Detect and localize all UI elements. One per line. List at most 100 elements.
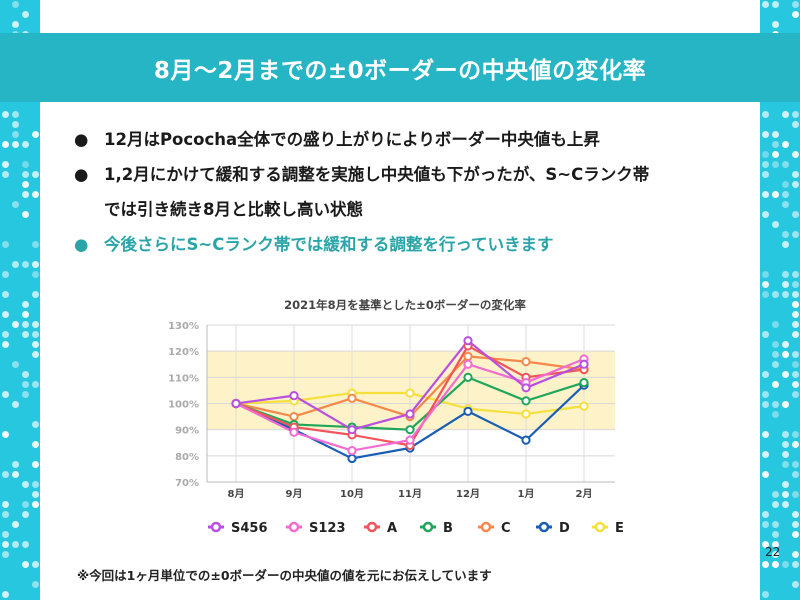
decor-dot bbox=[792, 321, 799, 328]
decor-dot bbox=[792, 271, 799, 278]
data-point-e bbox=[405, 388, 415, 398]
data-point-d bbox=[463, 406, 473, 416]
decor-dot bbox=[782, 161, 789, 168]
decor-dot bbox=[32, 381, 39, 388]
x-tick-label: 2月 bbox=[576, 488, 593, 500]
decor-dot bbox=[792, 111, 799, 118]
decor-dot bbox=[762, 521, 769, 528]
decor-dot bbox=[2, 501, 9, 508]
decor-dot bbox=[762, 391, 769, 398]
decor-dot bbox=[782, 441, 789, 448]
decor-dot bbox=[792, 511, 799, 518]
decor-dot bbox=[772, 341, 779, 348]
decor-dot bbox=[32, 191, 39, 198]
data-point-e bbox=[579, 401, 589, 411]
decor-dot bbox=[792, 331, 799, 338]
data-point-c bbox=[521, 357, 531, 367]
legend-label-a: A bbox=[387, 521, 397, 536]
decor-dot bbox=[772, 531, 779, 538]
decor-dot bbox=[22, 331, 29, 338]
decor-dot bbox=[2, 161, 9, 168]
decor-dot bbox=[792, 531, 799, 538]
decor-dot bbox=[12, 471, 19, 478]
decor-dot bbox=[32, 581, 39, 588]
decor-dot bbox=[22, 301, 29, 308]
data-point-s456 bbox=[579, 359, 589, 369]
decor-dot bbox=[12, 321, 19, 328]
decor-dot bbox=[12, 401, 19, 408]
decor-dot bbox=[792, 171, 799, 178]
decor-dot bbox=[2, 591, 9, 598]
x-tick-label: 11月 bbox=[398, 488, 422, 500]
decor-dot bbox=[782, 291, 789, 298]
decor-dot bbox=[12, 111, 19, 118]
decor-dot bbox=[22, 561, 29, 568]
bullet-text: 今後さらにS~Cランク帯では緩和する調整を行っていきます bbox=[104, 235, 554, 254]
legend-marker-s456 bbox=[210, 521, 222, 533]
y-tick-label: 70% bbox=[175, 478, 199, 489]
legend-label-e: E bbox=[615, 521, 624, 536]
decor-dot bbox=[22, 171, 29, 178]
decor-dot bbox=[772, 521, 779, 528]
decor-dot bbox=[762, 191, 769, 198]
decor-dot bbox=[782, 481, 789, 488]
decor-dot bbox=[2, 511, 9, 518]
data-point-s456 bbox=[405, 409, 415, 419]
y-tick-label: 80% bbox=[175, 452, 199, 463]
decor-dot bbox=[772, 1, 779, 8]
bullet-dot-icon: ● bbox=[74, 130, 89, 149]
decor-dot bbox=[12, 261, 19, 268]
bullet-item: ● 12月はPococha全体での盛り上がりによりボーダー中央値も上昇 bbox=[70, 127, 750, 153]
bullet-text-continued: では引き続き8月と比較し高い状態 bbox=[104, 200, 363, 219]
decor-dot bbox=[792, 311, 799, 318]
data-point-s456 bbox=[231, 398, 241, 409]
legend-marker-a bbox=[366, 521, 378, 533]
decor-dot bbox=[772, 321, 779, 328]
decor-dot bbox=[32, 421, 39, 428]
decor-dot bbox=[32, 461, 39, 468]
data-point-s456 bbox=[521, 383, 531, 393]
x-tick-label: 10月 bbox=[340, 488, 364, 500]
decor-dot bbox=[2, 111, 9, 118]
decor-dot bbox=[12, 361, 19, 368]
decor-dot bbox=[772, 291, 779, 298]
bullet-text: 1,2月にかけて緩和する調整を実施し中央値も下がったが、S~Cランク帯 bbox=[104, 165, 650, 184]
decor-dot bbox=[792, 281, 799, 288]
decor-dot bbox=[782, 271, 789, 278]
bullet-text: 12月はPococha全体での盛り上がりによりボーダー中央値も上昇 bbox=[104, 130, 600, 149]
y-tick-label: 130% bbox=[168, 321, 199, 332]
decor-dot bbox=[32, 341, 39, 348]
decor-dot bbox=[772, 161, 779, 168]
decor-dot bbox=[22, 511, 29, 518]
decor-dot bbox=[12, 521, 19, 528]
decor-dot bbox=[792, 301, 799, 308]
slide-title: 8月〜2月までの±0ボーダーの中央値の変化率 bbox=[153, 57, 647, 84]
x-tick-label: 1月 bbox=[518, 488, 535, 500]
decor-dot bbox=[792, 581, 799, 588]
decor-dot bbox=[782, 461, 789, 468]
bullet-dot-icon: ● bbox=[74, 235, 89, 254]
decor-dot bbox=[792, 461, 799, 468]
data-point-b bbox=[521, 396, 531, 406]
decor-dot bbox=[2, 391, 9, 398]
decor-dot bbox=[12, 121, 19, 128]
decor-dot bbox=[792, 1, 799, 8]
x-tick-label: 12月 bbox=[456, 488, 480, 500]
bullet-dot-icon: ● bbox=[74, 165, 89, 184]
data-point-s456 bbox=[347, 425, 357, 435]
decor-dot bbox=[32, 331, 39, 338]
decor-dot bbox=[772, 151, 779, 158]
decor-dot bbox=[782, 401, 789, 408]
decor-dot bbox=[792, 551, 799, 558]
y-tick-label: 100% bbox=[168, 400, 199, 411]
legend-label-d: D bbox=[559, 521, 570, 536]
decor-dot bbox=[32, 241, 39, 248]
decor-dot bbox=[762, 401, 769, 408]
data-point-s456 bbox=[289, 391, 299, 401]
decor-dot bbox=[792, 521, 799, 528]
decor-dot bbox=[12, 1, 19, 8]
decor-dot bbox=[762, 171, 769, 178]
decor-dot bbox=[2, 271, 9, 278]
legend-label-b: B bbox=[443, 521, 453, 536]
